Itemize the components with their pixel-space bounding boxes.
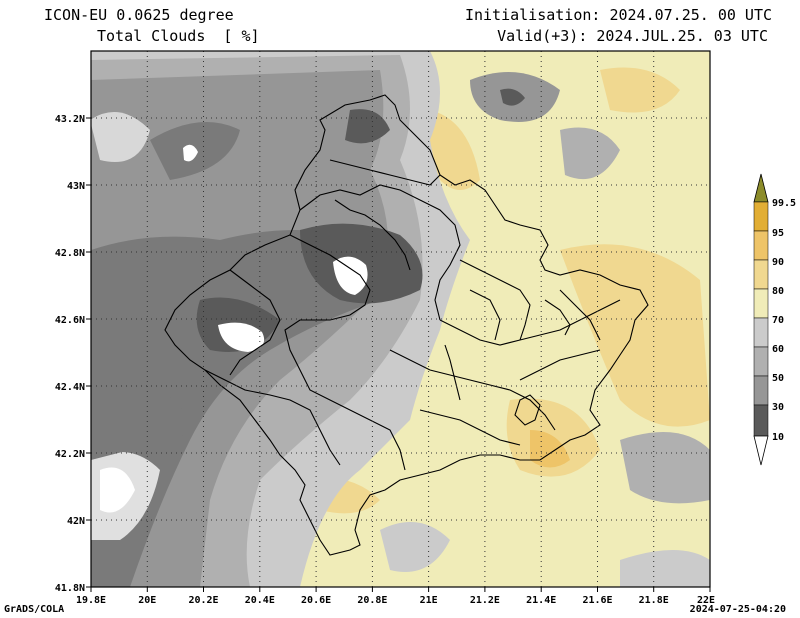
colorbar: 10 30 50 60 70 80 90 95 99.5 [753,173,796,466]
lat-tick-label: 42.6N [55,315,85,326]
lat-tick-label: 42.8N [55,248,85,259]
colorbar-label: 90 [772,257,784,268]
colorbar-swatch [753,346,769,377]
lat-tick-label: 42.2N [55,449,85,460]
lon-tick-label: 20.4E [245,595,275,606]
graticule [91,51,710,587]
colorbar-bottom-arrow [753,435,769,466]
axis-ticks [86,117,711,592]
lon-tick-label: 21.2E [470,595,500,606]
lon-tick-label: 22E [697,595,715,606]
lon-tick-label: 20.2E [188,595,218,606]
lon-tick-label: 21.6E [582,595,612,606]
lon-tick-label: 21E [420,595,438,606]
colorbar-swatch [753,375,769,406]
lon-tick-label: 20.6E [301,595,331,606]
colorbar-swatch [753,404,769,437]
colorbar-top-arrow [753,173,769,203]
model-title: ICON-EU 0.0625 degree [44,6,234,24]
lon-tick-label: 21.8E [639,595,669,606]
colorbar-label: 50 [772,373,784,384]
colorbar-label: 10 [772,432,784,443]
colorbar-swatch [753,259,769,290]
lon-tick-label: 19.8E [76,595,106,606]
colorbar-label: 60 [772,344,784,355]
lat-tick-label: 43N [67,181,85,192]
lat-tick-label: 42N [67,516,85,527]
colorbar-label: 99.5 [772,198,796,209]
lon-tick-label: 20E [138,595,156,606]
lat-tick-label: 43.2N [55,114,85,125]
colorbar-swatch [753,230,769,261]
lon-tick-label: 20.8E [357,595,387,606]
render-timestamp: 2024-07-25-04:20 [689,604,786,615]
colorbar-swatch [753,288,769,319]
lat-tick-label: 41.8N [55,583,85,594]
valid-time-label: Valid(+3): 2024.JUL.25. 03 UTC [497,27,768,45]
lat-tick-label: 42.4N [55,382,85,393]
initialisation-label: Initialisation: 2024.07.25. 00 UTC [464,6,772,24]
admin-borders [164,94,649,556]
colorbar-label: 80 [772,286,784,297]
grads-credit: GrADS/COLA [4,604,65,615]
colorbar-label: 70 [772,315,784,326]
colorbar-label: 95 [772,228,784,239]
lon-tick-label: 21.4E [526,595,556,606]
field-title: Total Clouds [ %] [97,27,260,45]
colorbar-label: 30 [772,402,784,413]
colorbar-swatch [753,317,769,348]
colorbar-swatch [753,201,769,232]
